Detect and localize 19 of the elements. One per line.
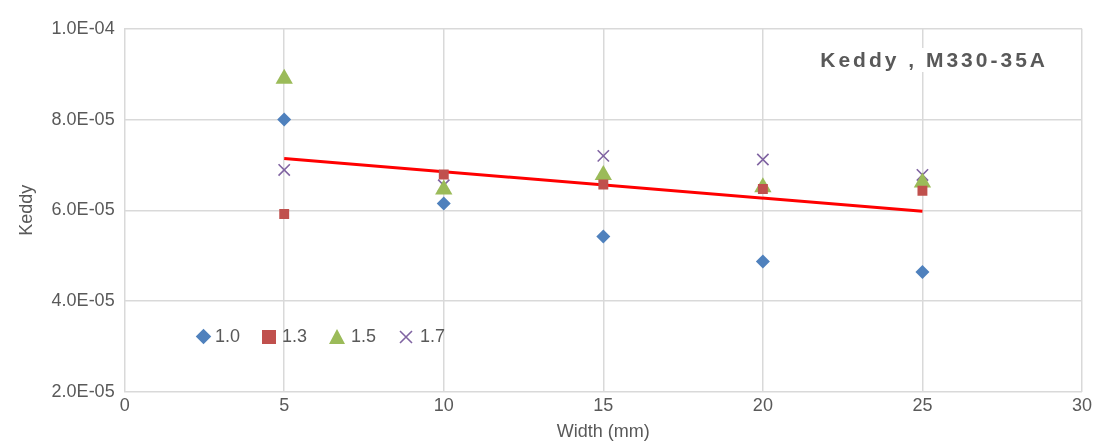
y-tick-label: 6.0E-05 — [51, 199, 115, 220]
x-tick-label: 20 — [752, 394, 773, 415]
legend-label: 1.3 — [282, 326, 308, 347]
x-tick-label: 30 — [1071, 394, 1093, 415]
legend-label: 1.0 — [215, 326, 241, 347]
x-tick-label: 25 — [912, 394, 933, 415]
x-tick-label: 0 — [119, 394, 130, 415]
x-tick-label: 10 — [433, 394, 454, 415]
legend-label: 1.7 — [420, 326, 446, 347]
x-tick-label: 15 — [593, 394, 614, 415]
y-axis-title: Keddy — [15, 184, 36, 236]
text: Keddy , M330-35A — [820, 48, 1048, 72]
y-tick-label: 8.0E-05 — [51, 108, 115, 129]
y-tick-label: 1.0E-04 — [51, 17, 115, 38]
y-tick-label: 4.0E-05 — [51, 290, 115, 311]
y-tick-label: 2.0E-05 — [51, 380, 115, 401]
x-axis-title: Width (mm) — [556, 421, 650, 442]
legend-label: 1.5 — [351, 326, 377, 347]
x-tick-label: 5 — [279, 394, 290, 415]
